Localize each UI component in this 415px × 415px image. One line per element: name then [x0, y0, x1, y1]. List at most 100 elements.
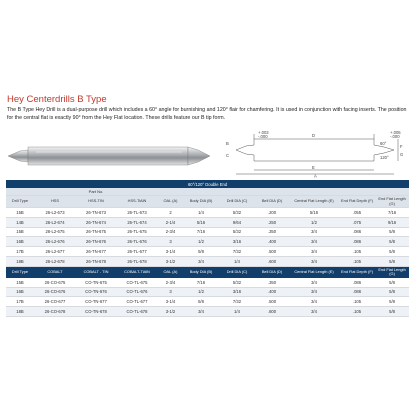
- table-cell: 1/4: [219, 256, 255, 267]
- table-cell: .350: [255, 227, 289, 238]
- table-cell: 3/4: [289, 296, 339, 308]
- table-cell: .105: [339, 296, 375, 308]
- table-row: 18B 26-CO-678 CO-TN-678 CO-TL-678 3-1/2 3/4 1/…: [6, 306, 410, 317]
- table-cell: 2-1/4: [158, 217, 183, 228]
- angle-60-label: 60°: [380, 141, 387, 146]
- column-header: HSS-TiAlN: [116, 195, 158, 208]
- table-cell: CO-TN-675: [76, 277, 116, 288]
- table-row: 17B 26-L2-677 26-TN-677 26-TL-677 3-1/4 5/8 7/…: [6, 246, 410, 257]
- table-cell: .105: [339, 306, 375, 317]
- table-cell: .075: [339, 217, 375, 228]
- table-cell: 3/4: [289, 236, 339, 248]
- column-header: COBALT: [34, 266, 76, 278]
- tol-top-minus: -.000: [258, 134, 268, 139]
- table-cell: 1/2: [183, 287, 219, 298]
- column-header: Central Flat Length (E): [289, 195, 339, 208]
- table-cell: .055: [339, 207, 375, 218]
- table-cell: 26-L2-673: [34, 207, 76, 218]
- table-cell: 26-TN-676: [76, 236, 116, 248]
- dim-label-d: D: [312, 133, 315, 138]
- table-cell: 5/8: [375, 287, 410, 298]
- diagram-drill-outline: [235, 138, 395, 162]
- table-cell: 26-L2-674: [34, 217, 76, 228]
- table-cell: .086: [339, 287, 375, 298]
- table-cell: CO-TL-678: [116, 306, 158, 317]
- cobalt-header-row: Drill Type COBALT COBALT - TIN COBALT-TiAlN…: [6, 266, 410, 278]
- table-cell: 1/2: [183, 236, 219, 248]
- table-row: 15B 26-L2-673 26-TN-673 26-TL-673 2 1/4 5/32.2…: [6, 207, 410, 218]
- table-row: 18B 26-L2-678 26-TN-678 26-TL-678 3-1/2 3/4 1/…: [6, 256, 410, 267]
- column-header: Drill Type: [6, 266, 34, 278]
- table-cell: 26-TN-677: [76, 246, 116, 257]
- table-cell: 5/8: [375, 256, 410, 267]
- table-cell: CO-TN-678: [76, 306, 116, 317]
- table-band-row: 60°/120° Double End: [6, 180, 410, 188]
- column-header: Body DIA (B): [183, 266, 219, 278]
- column-header: Drill DIA (C): [219, 266, 255, 278]
- tol-top-plus: +.003: [258, 130, 269, 135]
- table-header-row: Drill Type HSS HSS-TIN HSS-TiAlN OAL (A) Body…: [6, 195, 410, 208]
- table-cell: 1/2: [289, 217, 339, 228]
- table-cell: 18B: [6, 306, 34, 317]
- table-cell: .105: [339, 246, 375, 257]
- table-cell: 3-1/4: [158, 296, 183, 308]
- column-header: HSS-TIN: [76, 195, 116, 208]
- dim-label-f: F: [400, 144, 403, 149]
- column-header: Drill Type: [6, 195, 34, 208]
- column-header: End Flat Depth (F): [339, 195, 375, 208]
- table-cell: 26-TL-677: [116, 246, 158, 257]
- band-label: 60°/120° Double End: [6, 180, 410, 188]
- table-cell: 3/4: [289, 227, 339, 238]
- table-cell: 5/8: [183, 296, 219, 308]
- table-cell: .086: [339, 236, 375, 248]
- drill-right-tip: [187, 146, 211, 166]
- table-cell: 5/32: [219, 277, 255, 288]
- table-row: 17B 26-CO-677 CO-TN-677 CO-TL-677 3-1/4 5/8 7/…: [6, 296, 410, 308]
- drill-photo: [7, 146, 211, 166]
- column-header: COBALT-TiAlN: [116, 266, 158, 278]
- table-cell: 7/16: [375, 207, 410, 218]
- specifications-table: 60°/120° Double End Part No. Drill Type H…: [6, 180, 410, 317]
- column-header: End Flat Depth (F): [339, 266, 375, 278]
- column-header: COBALT - TIN: [76, 266, 116, 278]
- part-no-row: Part No.: [6, 188, 410, 196]
- table-cell: .250: [255, 217, 289, 228]
- page-title: Hey Centerdrills B Type: [7, 94, 107, 105]
- table-cell: 15B: [6, 227, 34, 238]
- table-cell: .086: [339, 227, 375, 238]
- table-cell: 9/64: [219, 217, 255, 228]
- dim-label-c: C: [226, 153, 229, 158]
- table-cell: 16B: [6, 236, 34, 248]
- table-cell: 26-TN-678: [76, 256, 116, 267]
- table-cell: 26-TN-673: [76, 207, 116, 218]
- part-no-label: Part No.: [34, 188, 158, 196]
- table-cell: 1/4: [183, 207, 219, 218]
- column-header: Bell DIA (D): [255, 266, 289, 278]
- column-header: OAL (A): [158, 266, 183, 278]
- product-description: The B Type Hey Drill is a dual-purpose d…: [7, 107, 407, 121]
- table-cell: 17B: [6, 296, 34, 308]
- table-cell: 5/32: [219, 227, 255, 238]
- column-header: End Flat Length (G): [375, 195, 410, 208]
- column-header: OAL (A): [158, 195, 183, 208]
- table-cell: CO-TL-675: [116, 277, 158, 288]
- table-cell: 5/16: [289, 207, 339, 218]
- table-cell: 26-TL-673: [116, 207, 158, 218]
- column-header: End Flat Length (G): [375, 266, 410, 278]
- table-cell: .350: [255, 277, 289, 288]
- table-cell: 18B: [6, 256, 34, 267]
- table-cell: 26-CO-678: [34, 306, 76, 317]
- table-cell: 26-TL-678: [116, 256, 158, 267]
- table-cell: 5/8: [375, 296, 410, 308]
- table-cell: 26-TN-675: [76, 227, 116, 238]
- table-cell: 3/4: [183, 306, 219, 317]
- table-cell: 15B: [6, 207, 34, 218]
- table-cell: 3: [158, 236, 183, 248]
- table-cell: 3/4: [289, 287, 339, 298]
- table-row: 16B 26-CO-676 CO-TN-676 CO-TL-676 3 1/2 3/16.4…: [6, 287, 410, 298]
- table-body: 60°/120° Double End Part No. Drill Type H…: [6, 180, 410, 317]
- table-cell: 3/4: [289, 256, 339, 267]
- table-cell: 26-CO-677: [34, 296, 76, 308]
- table-row: 15B 26-CO-675 CO-TN-675 CO-TL-675 2-3/4 7/16 5…: [6, 277, 410, 288]
- table-cell: 2-3/4: [158, 277, 183, 288]
